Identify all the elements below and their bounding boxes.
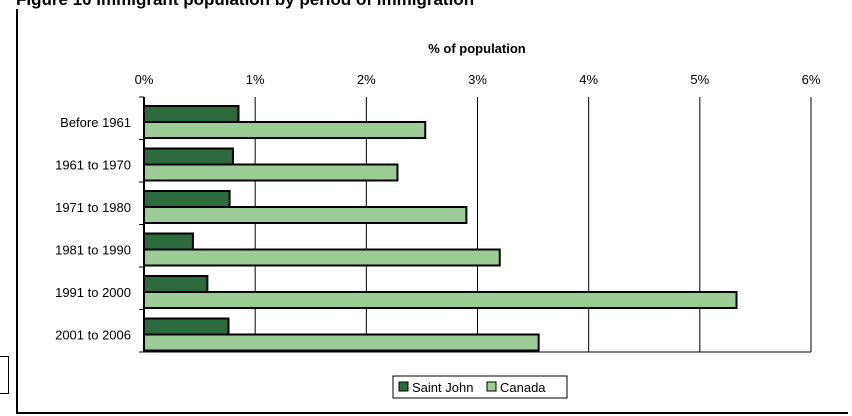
bar-saint-john (143, 275, 209, 293)
legend-swatch (486, 381, 497, 392)
bar-saint-john (143, 105, 240, 123)
bar-canada (143, 291, 738, 309)
category-labels: Before 1961 1961 to 1970 1971 to 1980 1981 … (55, 115, 131, 343)
bar-saint-john (143, 190, 231, 208)
gridlines (143, 97, 812, 352)
legend-label: Saint John (412, 380, 473, 395)
category-label: 2001 to 2006 (55, 328, 131, 343)
category-label: Before 1961 (60, 115, 131, 130)
bar-canada (143, 163, 399, 182)
bar-saint-john (143, 147, 234, 166)
bar-canada (143, 206, 468, 224)
figure-title-fragment: Figure 10 Immigrant population by period… (16, 0, 852, 9)
category-label: 1981 to 1990 (55, 243, 131, 258)
x-tick-label: 2% (357, 72, 376, 87)
side-box-fragment (0, 356, 9, 394)
x-tick-label: 4% (579, 72, 598, 87)
bars (143, 105, 738, 352)
legend-swatch (398, 381, 409, 392)
axis-title: % of population (428, 41, 526, 56)
bar-canada (143, 333, 540, 352)
axes (139, 96, 811, 353)
x-tick-label: 3% (468, 72, 487, 87)
category-label: 1971 to 1980 (55, 200, 131, 215)
bar-saint-john (143, 317, 230, 336)
x-tick-label: 1% (246, 72, 265, 87)
bar-canada (143, 121, 427, 139)
bar-canada (143, 248, 501, 267)
legend-box (392, 375, 568, 399)
category-label: 1991 to 2000 (55, 285, 131, 300)
x-tick-labels: 0% 1% 2% 3% 4% 5% 6% (135, 72, 821, 87)
x-tick-label: 6% (802, 72, 821, 87)
x-tick-label: 0% (135, 72, 154, 87)
figure-title: Figure 10 Immigrant population by period… (16, 0, 474, 8)
x-tick-label: 5% (690, 72, 709, 87)
category-label: 1961 to 1970 (55, 158, 131, 173)
bar-saint-john (143, 232, 194, 251)
legend: Saint John Canada (392, 375, 568, 399)
legend-label: Canada (500, 380, 546, 395)
chart-frame (16, 9, 848, 414)
